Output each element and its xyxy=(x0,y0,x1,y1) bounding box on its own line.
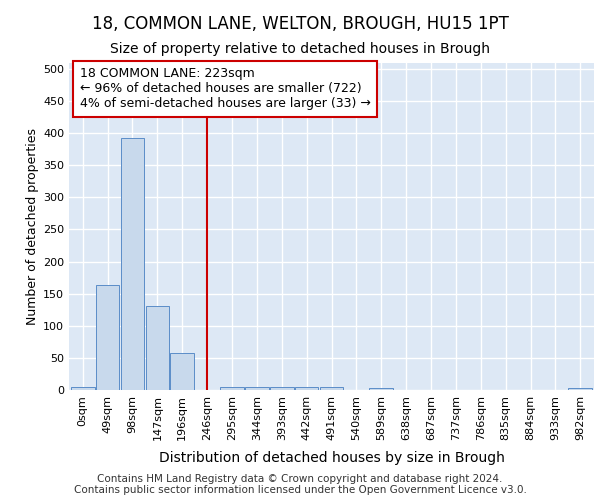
Bar xyxy=(568,388,592,390)
Text: 18 COMMON LANE: 223sqm
← 96% of detached houses are smaller (722)
4% of semi-det: 18 COMMON LANE: 223sqm ← 96% of detached… xyxy=(79,68,370,110)
Bar xyxy=(96,286,119,390)
Text: Contains HM Land Registry data © Crown copyright and database right 2024.: Contains HM Land Registry data © Crown c… xyxy=(97,474,503,484)
Bar xyxy=(71,387,95,390)
X-axis label: Distribution of detached houses by size in Brough: Distribution of detached houses by size … xyxy=(158,451,505,465)
Bar xyxy=(220,387,244,390)
Bar xyxy=(245,387,269,390)
Y-axis label: Number of detached properties: Number of detached properties xyxy=(26,128,39,325)
Text: 18, COMMON LANE, WELTON, BROUGH, HU15 1PT: 18, COMMON LANE, WELTON, BROUGH, HU15 1P… xyxy=(92,15,508,33)
Bar xyxy=(295,387,319,390)
Bar xyxy=(370,388,393,390)
Bar xyxy=(170,354,194,390)
Bar xyxy=(320,387,343,390)
Text: Size of property relative to detached houses in Brough: Size of property relative to detached ho… xyxy=(110,42,490,56)
Text: Contains public sector information licensed under the Open Government Licence v3: Contains public sector information licen… xyxy=(74,485,526,495)
Bar xyxy=(121,138,144,390)
Bar xyxy=(146,306,169,390)
Bar xyxy=(270,387,293,390)
